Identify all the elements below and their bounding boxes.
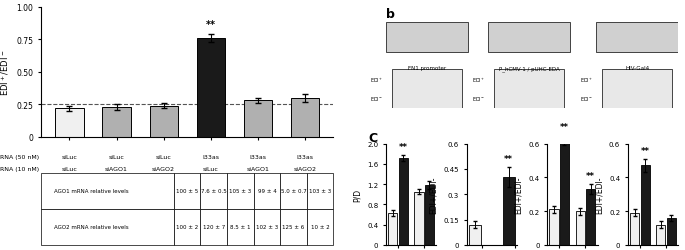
Text: b: b <box>386 8 395 20</box>
Text: EDI$^+$: EDI$^+$ <box>580 76 593 85</box>
Bar <box>197 39 225 138</box>
Bar <box>414 192 423 245</box>
Text: **: ** <box>399 142 408 151</box>
Text: **: ** <box>586 171 595 180</box>
Bar <box>469 225 481 245</box>
Bar <box>399 158 408 245</box>
Text: **: ** <box>640 146 649 155</box>
Bar <box>55 109 84 138</box>
Y-axis label: EDI+/EDI-: EDI+/EDI- <box>514 176 523 213</box>
Text: **: ** <box>504 154 513 164</box>
Y-axis label: P/D: P/D <box>353 188 362 201</box>
Text: EDI$^-$: EDI$^-$ <box>580 94 593 102</box>
Bar <box>102 108 131 138</box>
Text: I33as: I33as <box>249 154 266 159</box>
Y-axis label: EDI+/EDI-: EDI+/EDI- <box>429 176 438 213</box>
Bar <box>667 218 676 245</box>
Text: siLuc: siLuc <box>62 166 77 171</box>
Bar <box>425 185 434 245</box>
Text: **: ** <box>206 20 216 30</box>
Text: siLuc: siLuc <box>155 154 171 159</box>
Text: siLuc: siLuc <box>62 154 77 159</box>
Text: EDI$^-$: EDI$^-$ <box>472 94 485 102</box>
Text: EDI$^+$: EDI$^+$ <box>472 76 485 85</box>
Bar <box>388 213 397 245</box>
Text: FN1 promoter: FN1 promoter <box>408 66 446 71</box>
Text: siLuc: siLuc <box>109 154 125 159</box>
Text: I33as: I33as <box>202 154 219 159</box>
Bar <box>586 190 595 245</box>
Bar <box>291 98 319 138</box>
Text: siAGO1: siAGO1 <box>247 166 269 171</box>
Bar <box>549 210 558 245</box>
Y-axis label: EDI$^+$/EDI$^-$: EDI$^+$/EDI$^-$ <box>0 50 11 96</box>
Bar <box>244 101 272 138</box>
Text: HIV-Gal4: HIV-Gal4 <box>625 66 649 71</box>
FancyBboxPatch shape <box>602 70 672 108</box>
Bar <box>503 178 514 245</box>
Text: siAGO1: siAGO1 <box>105 166 128 171</box>
Bar <box>656 225 665 245</box>
Text: siRNA (10 nM): siRNA (10 nM) <box>0 166 39 171</box>
Text: siRNA (50 nM): siRNA (50 nM) <box>0 154 39 159</box>
FancyBboxPatch shape <box>494 70 564 108</box>
Text: EDI$^-$: EDI$^-$ <box>369 94 383 102</box>
FancyBboxPatch shape <box>386 23 468 53</box>
Bar <box>640 166 649 245</box>
Text: siLuc: siLuc <box>203 166 219 171</box>
Bar <box>575 211 585 245</box>
Text: I33as: I33as <box>297 154 314 159</box>
FancyBboxPatch shape <box>392 70 462 108</box>
Bar <box>149 106 178 138</box>
Bar <box>560 140 569 245</box>
Text: C: C <box>369 132 377 145</box>
Y-axis label: EDI+/EDI-: EDI+/EDI- <box>595 176 603 213</box>
Text: siAGO2: siAGO2 <box>294 166 316 171</box>
FancyBboxPatch shape <box>488 23 570 53</box>
Bar <box>630 213 639 245</box>
Text: siAGO2: siAGO2 <box>152 166 175 171</box>
Text: P_hCMV-1 / pUHC-EDA: P_hCMV-1 / pUHC-EDA <box>499 66 560 72</box>
Text: EDI$^+$: EDI$^+$ <box>369 76 383 85</box>
FancyBboxPatch shape <box>597 23 678 53</box>
Text: **: ** <box>560 122 569 132</box>
